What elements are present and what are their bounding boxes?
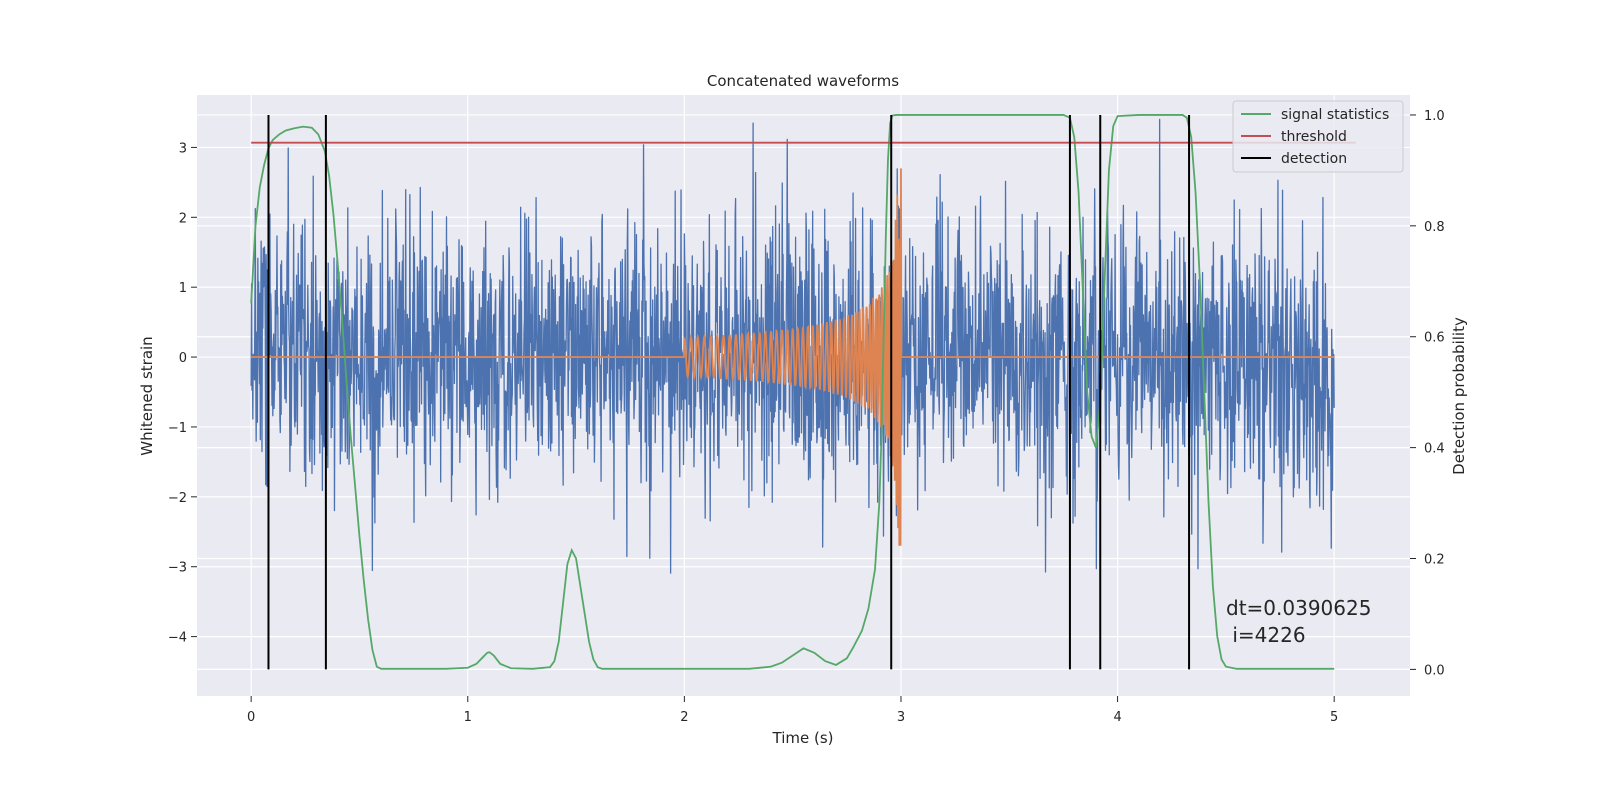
legend: signal statistics threshold detection [1232, 100, 1404, 173]
x-tick-label: 4 [1113, 710, 1121, 725]
y-tick-label-right: 0.8 [1424, 220, 1445, 235]
chart-title: Concatenated waveforms [707, 72, 899, 90]
y-tick-label-left: −4 [168, 631, 187, 646]
y-tick-label-right: 0.4 [1424, 442, 1445, 457]
y-tick-label-left: 3 [179, 141, 187, 156]
y-tick-label-left: −1 [168, 421, 187, 436]
annotation-i: i=4226 [1226, 623, 1306, 647]
y-tick-label-left: −3 [168, 561, 187, 576]
y-tick-label-left: 1 [179, 281, 187, 296]
x-tick-label: 2 [680, 710, 688, 725]
waveform-series [251, 168, 1335, 546]
axes: 0 1 2 3 4 5 3 2 1 0 −1 −2 −3 −4 1.0 0.8 0.6 0.4 0.2 0.0 [168, 109, 1445, 725]
annotation-dt: dt=0.0390625 [1226, 596, 1371, 620]
y-tick-label-right: 1.0 [1424, 109, 1445, 124]
y-tick-label-right: 0.6 [1424, 331, 1445, 346]
y-tick-label-left: −2 [168, 491, 187, 506]
signal-statistics-series [250, 114, 1335, 670]
y-tick-label-left: 2 [179, 211, 187, 226]
legend-label: signal statistics [1281, 107, 1389, 123]
x-tick-label: 3 [897, 710, 905, 725]
y-tick-label-right: 0.2 [1424, 553, 1445, 568]
plot-marks [250, 114, 1356, 670]
x-axis-label: Time (s) [772, 729, 834, 747]
x-tick-label: 1 [464, 710, 472, 725]
legend-label: threshold [1281, 129, 1347, 145]
x-tick-label: 0 [247, 710, 255, 725]
x-tick-label: 5 [1330, 710, 1338, 725]
y-axis-label-right: Detection probability [1450, 317, 1468, 475]
y-axis-label-left: Whitened strain [138, 336, 156, 455]
legend-box [1232, 100, 1404, 173]
legend-label: detection [1281, 151, 1347, 167]
y-tick-label-right: 0.0 [1424, 663, 1445, 678]
strain-series [250, 118, 1335, 574]
y-tick-label-left: 0 [179, 351, 187, 366]
